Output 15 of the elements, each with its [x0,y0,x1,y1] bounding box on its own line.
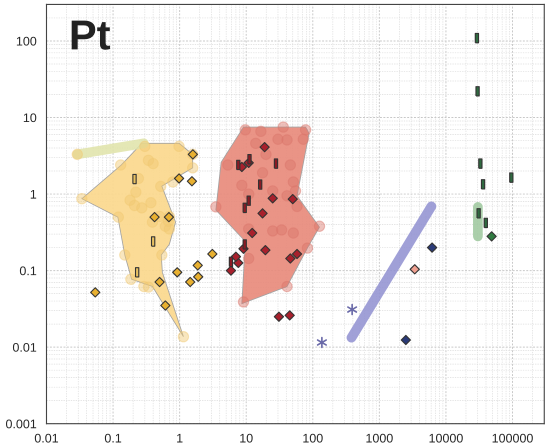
x-tick-label: 1 [177,434,183,442]
x-tick-label: 10000 [430,434,463,443]
x-tick-label: 100 [303,434,323,443]
x-tick-label: 0.01 [34,434,58,443]
y-tick-label: 100 [16,36,36,46]
chart-title: Pt [72,20,110,50]
y-tick-label: 0.1 [20,266,36,276]
y-tick-label: 1 [30,190,36,199]
y-tick-label: 0.01 [12,342,36,352]
x-tick-label: 0.1 [104,434,122,443]
y-tick-label: 10 [24,113,36,122]
x-tick-label: 1000 [366,434,393,443]
x-tick-label: 10 [240,434,253,443]
x-tick-label: 100000 [492,434,533,443]
y-tick-label: 0.001 [6,420,36,428]
